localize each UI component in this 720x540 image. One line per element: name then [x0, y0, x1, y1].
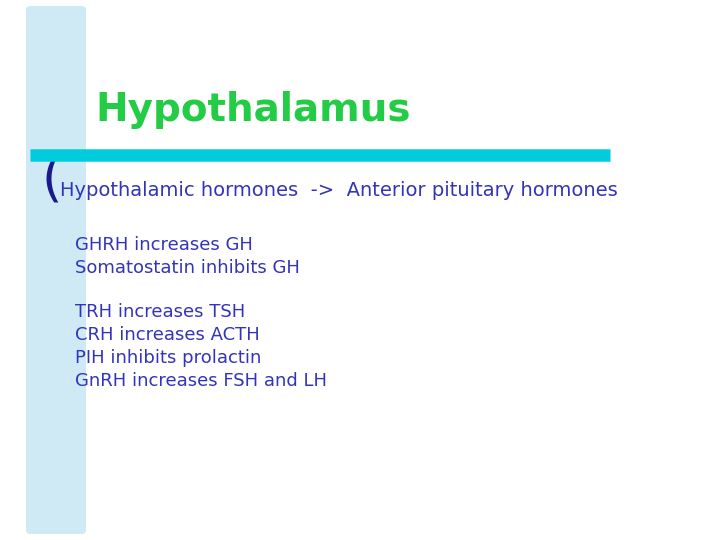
- Text: (: (: [42, 154, 62, 206]
- Text: Hypothalamus: Hypothalamus: [95, 91, 410, 129]
- Text: Hypothalamic hormones  ->  Anterior pituitary hormones: Hypothalamic hormones -> Anterior pituit…: [60, 180, 618, 199]
- Text: PIH inhibits prolactin: PIH inhibits prolactin: [75, 349, 261, 367]
- Text: Somatostatin inhibits GH: Somatostatin inhibits GH: [75, 259, 300, 277]
- Text: CRH increases ACTH: CRH increases ACTH: [75, 326, 260, 344]
- FancyBboxPatch shape: [26, 6, 86, 534]
- Text: GHRH increases GH: GHRH increases GH: [75, 236, 253, 254]
- Text: GnRH increases FSH and LH: GnRH increases FSH and LH: [75, 372, 327, 390]
- Text: TRH increases TSH: TRH increases TSH: [75, 303, 246, 321]
